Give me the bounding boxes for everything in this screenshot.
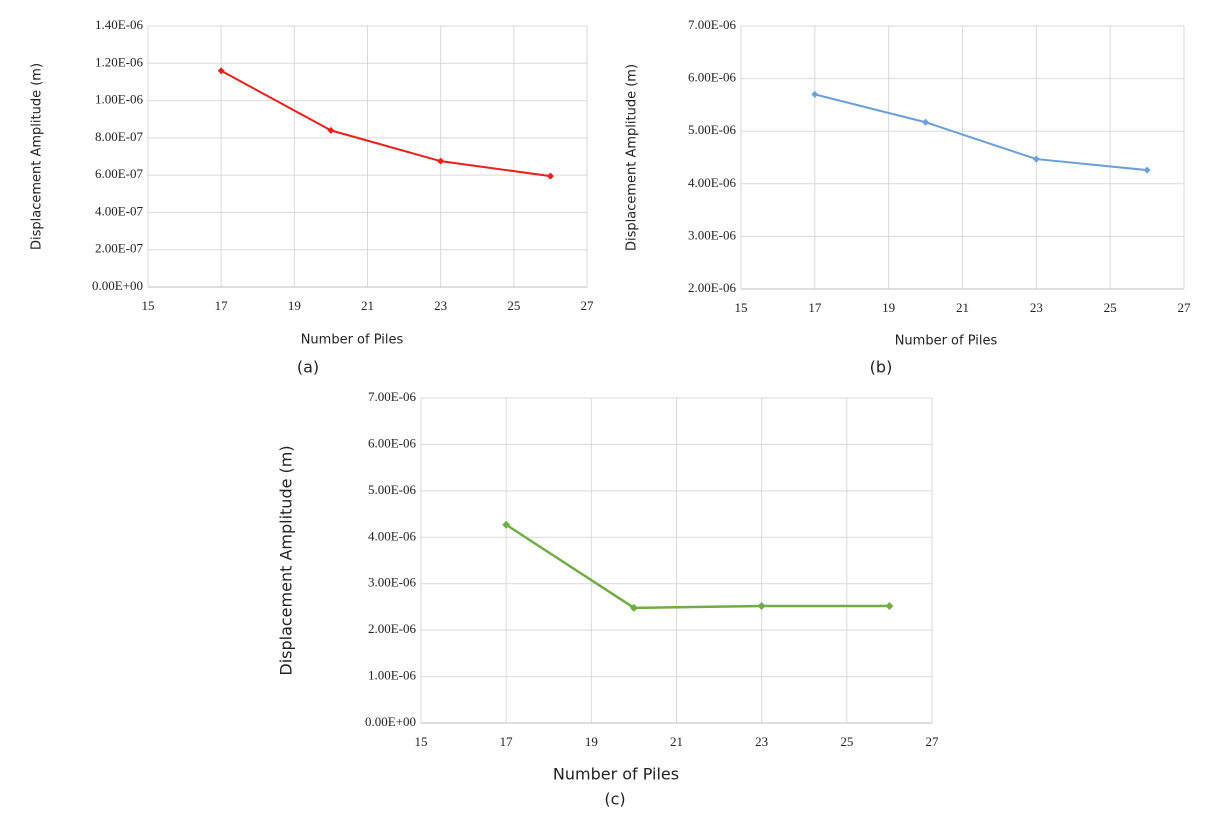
marker [546,172,554,180]
marker [1143,166,1151,174]
marker [327,126,335,134]
marker [1032,155,1040,163]
y-axis-title: Displacement Amplitude (m) [30,63,45,250]
line [505,523,890,610]
x-tick-label: 15 [142,298,155,313]
x-tick-label: 17 [500,734,514,749]
y-tick-label: 1.00E-06 [95,92,144,107]
y-tick-label: 6.00E-06 [368,435,417,450]
y-tick-label: 1.00E-06 [368,668,417,683]
y-axis-title: Displacement Amplitude (m) [277,445,296,675]
x-tick-label: 25 [840,734,853,749]
caption: (c) [604,790,625,809]
x-axis-title: Number of Piles [301,333,404,348]
x-tick-label: 19 [585,734,598,749]
y-tick-label: 7.00E-06 [688,17,737,32]
y-tick-label: 1.40E-06 [95,17,144,32]
x-tick-label: 23 [755,734,768,749]
y-axis-title: Displacement Amplitude (m) [625,64,640,251]
y-tick-label: 3.00E-06 [368,575,417,590]
marker [922,118,930,126]
y-tick-label: 5.00E-06 [368,482,417,497]
y-tick-label: 3.00E-06 [688,227,737,242]
line [220,69,551,178]
caption: (b) [870,358,893,377]
marker [885,602,894,610]
y-tick-label: 6.00E-06 [688,70,737,85]
x-axis-title: Number of Piles [895,334,998,349]
x-tick-label: 27 [581,298,595,313]
y-tick-label: 4.00E-07 [95,203,144,218]
x-tick-label: 19 [882,300,895,315]
x-axis-title: Number of Piles [553,765,679,784]
y-tick-label: 0.00E+00 [92,278,143,293]
x-tick-label: 21 [670,734,683,749]
y-tick-label: 2.00E-06 [688,280,737,295]
x-tick-label: 21 [361,298,374,313]
y-tick-label: 6.00E-07 [95,166,144,181]
marker [437,157,445,165]
x-tick-label: 15 [735,300,748,315]
x-tick-label: 19 [288,298,301,313]
marker [757,602,766,610]
x-tick-label: 27 [926,734,940,749]
marker [629,603,638,612]
y-tick-label: 8.00E-07 [95,129,144,144]
marker [811,90,819,98]
y-tick-label: 5.00E-06 [688,122,737,137]
marker [502,520,511,529]
x-tick-label: 17 [215,298,229,313]
y-tick-label: 2.00E-06 [368,621,417,636]
y-tick-label: 1.20E-06 [95,54,144,69]
x-tick-label: 17 [808,300,822,315]
caption: (a) [297,358,319,377]
y-tick-label: 2.00E-07 [95,241,144,256]
x-tick-label: 23 [434,298,447,313]
x-tick-label: 21 [956,300,969,315]
marker [217,67,225,75]
x-tick-label: 23 [1030,300,1043,315]
line [814,93,1148,172]
y-tick-label: 0.00E+00 [365,714,416,729]
x-tick-label: 25 [1104,300,1117,315]
x-tick-label: 15 [415,734,428,749]
x-tick-label: 25 [507,298,520,313]
y-tick-label: 7.00E-06 [368,389,417,404]
y-tick-label: 4.00E-06 [368,528,417,543]
y-tick-label: 4.00E-06 [688,175,737,190]
x-tick-label: 27 [1178,300,1192,315]
